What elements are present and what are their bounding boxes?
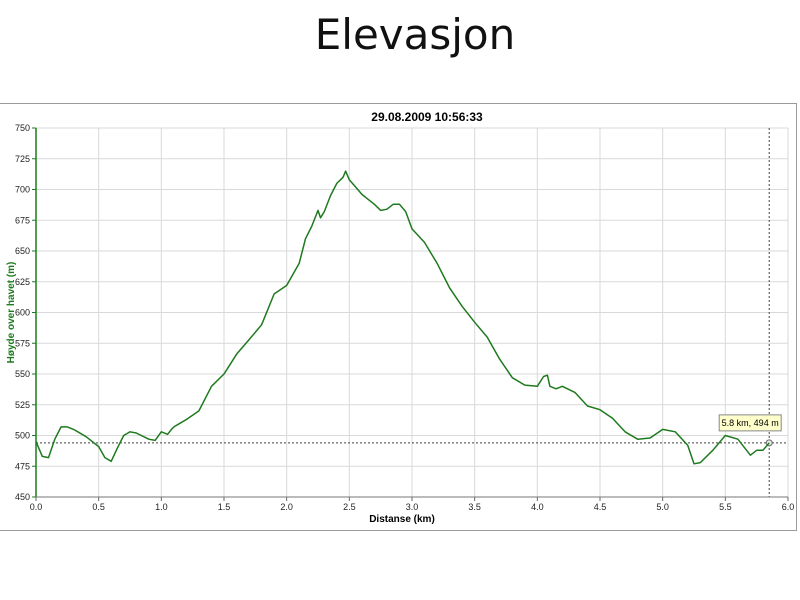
elevation-line — [35, 170, 770, 465]
y-tick-label: 750 — [15, 123, 30, 133]
y-tick-label: 625 — [15, 277, 30, 287]
x-tick-label: 6.0 — [782, 502, 795, 512]
x-tick-label: 4.5 — [594, 502, 607, 512]
x-tick-label: 1.0 — [155, 502, 168, 512]
x-tick-label: 4.0 — [531, 502, 544, 512]
x-tick-label: 3.0 — [406, 502, 419, 512]
y-tick-label: 550 — [15, 369, 30, 379]
x-tick-label: 2.5 — [343, 502, 356, 512]
y-tick-label: 475 — [15, 461, 30, 471]
y-tick-label: 450 — [15, 492, 30, 502]
grid-lines — [35, 127, 789, 498]
tooltip-box — [718, 414, 782, 432]
elevation-chart[interactable]: 0.0 0.5 1.0 1.5 2.0 2.5 3.0 3.5 4.0 4.5 5.0 5.5 6.0 4… — [0, 103, 800, 533]
x-tick-label: 5.5 — [719, 502, 732, 512]
x-tick-label: 5.0 — [656, 502, 669, 512]
series-group — [35, 170, 770, 465]
y-tick-label: 700 — [15, 185, 30, 195]
value-tooltip: 5.8 km, 494 m — [718, 414, 782, 432]
y-tick-label: 600 — [15, 308, 30, 318]
y-tick-label: 675 — [15, 215, 30, 225]
x-tick-label: 0.5 — [92, 502, 105, 512]
y-tick-label: 725 — [15, 154, 30, 164]
y-tick-label: 525 — [15, 400, 30, 410]
x-tick-label: 2.0 — [280, 502, 293, 512]
tooltip-text: 5.8 km, 494 m — [722, 418, 779, 428]
y-tick-label: 650 — [15, 246, 30, 256]
x-axis-title: Distanse (km) — [369, 514, 435, 525]
slide-title: Elevasjon — [314, 10, 516, 59]
y-axis-title: Høyde over havet (m) — [6, 262, 17, 364]
x-tick-label: 1.5 — [218, 502, 231, 512]
x-tick-label: 0.0 — [30, 502, 43, 512]
chart-title: 29.08.2009 10:56:33 — [371, 110, 483, 124]
x-tick-label: 3.5 — [468, 502, 481, 512]
y-tick-label: 500 — [15, 431, 30, 441]
axes: 0.0 0.5 1.0 1.5 2.0 2.5 3.0 3.5 4.0 4.5 5.0 5.5 6.0 4… — [15, 123, 794, 512]
y-tick-label: 575 — [15, 338, 30, 348]
